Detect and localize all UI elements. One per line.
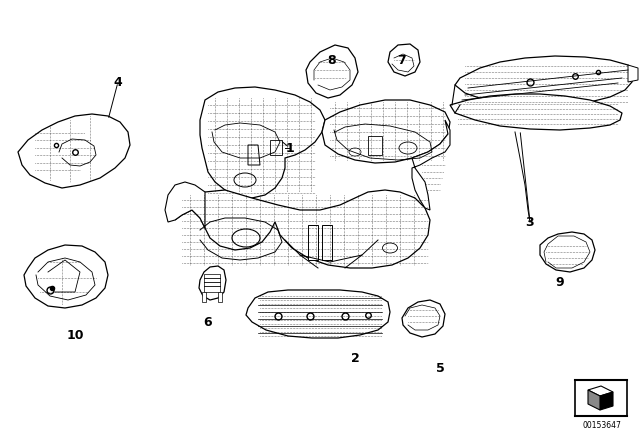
- Polygon shape: [175, 190, 430, 268]
- Text: 5: 5: [436, 362, 444, 375]
- Polygon shape: [402, 300, 445, 337]
- Polygon shape: [368, 136, 382, 155]
- Polygon shape: [600, 392, 613, 410]
- Polygon shape: [200, 87, 325, 198]
- Polygon shape: [248, 145, 260, 165]
- Text: 2: 2: [351, 352, 360, 365]
- Polygon shape: [575, 380, 627, 416]
- Text: 8: 8: [328, 53, 336, 66]
- Polygon shape: [628, 65, 638, 82]
- Polygon shape: [455, 56, 635, 106]
- Text: 6: 6: [204, 315, 212, 328]
- Polygon shape: [202, 292, 206, 302]
- Text: 4: 4: [114, 76, 122, 89]
- Polygon shape: [306, 45, 358, 98]
- Polygon shape: [308, 225, 318, 260]
- Polygon shape: [24, 245, 108, 308]
- Polygon shape: [588, 390, 600, 410]
- Text: 00153647: 00153647: [582, 421, 621, 430]
- Polygon shape: [165, 182, 205, 228]
- Polygon shape: [218, 292, 222, 302]
- Polygon shape: [199, 266, 226, 300]
- Polygon shape: [388, 44, 420, 76]
- Text: 10: 10: [67, 328, 84, 341]
- Polygon shape: [18, 114, 130, 188]
- Text: 1: 1: [285, 142, 294, 155]
- Text: 9: 9: [556, 276, 564, 289]
- Polygon shape: [540, 232, 595, 272]
- Polygon shape: [204, 274, 220, 292]
- Polygon shape: [450, 94, 622, 130]
- Polygon shape: [246, 290, 390, 338]
- Polygon shape: [322, 100, 450, 163]
- Polygon shape: [588, 386, 613, 396]
- Text: 3: 3: [525, 215, 534, 228]
- Polygon shape: [412, 120, 450, 210]
- Polygon shape: [270, 140, 282, 155]
- Polygon shape: [322, 225, 332, 260]
- Text: 7: 7: [397, 53, 406, 66]
